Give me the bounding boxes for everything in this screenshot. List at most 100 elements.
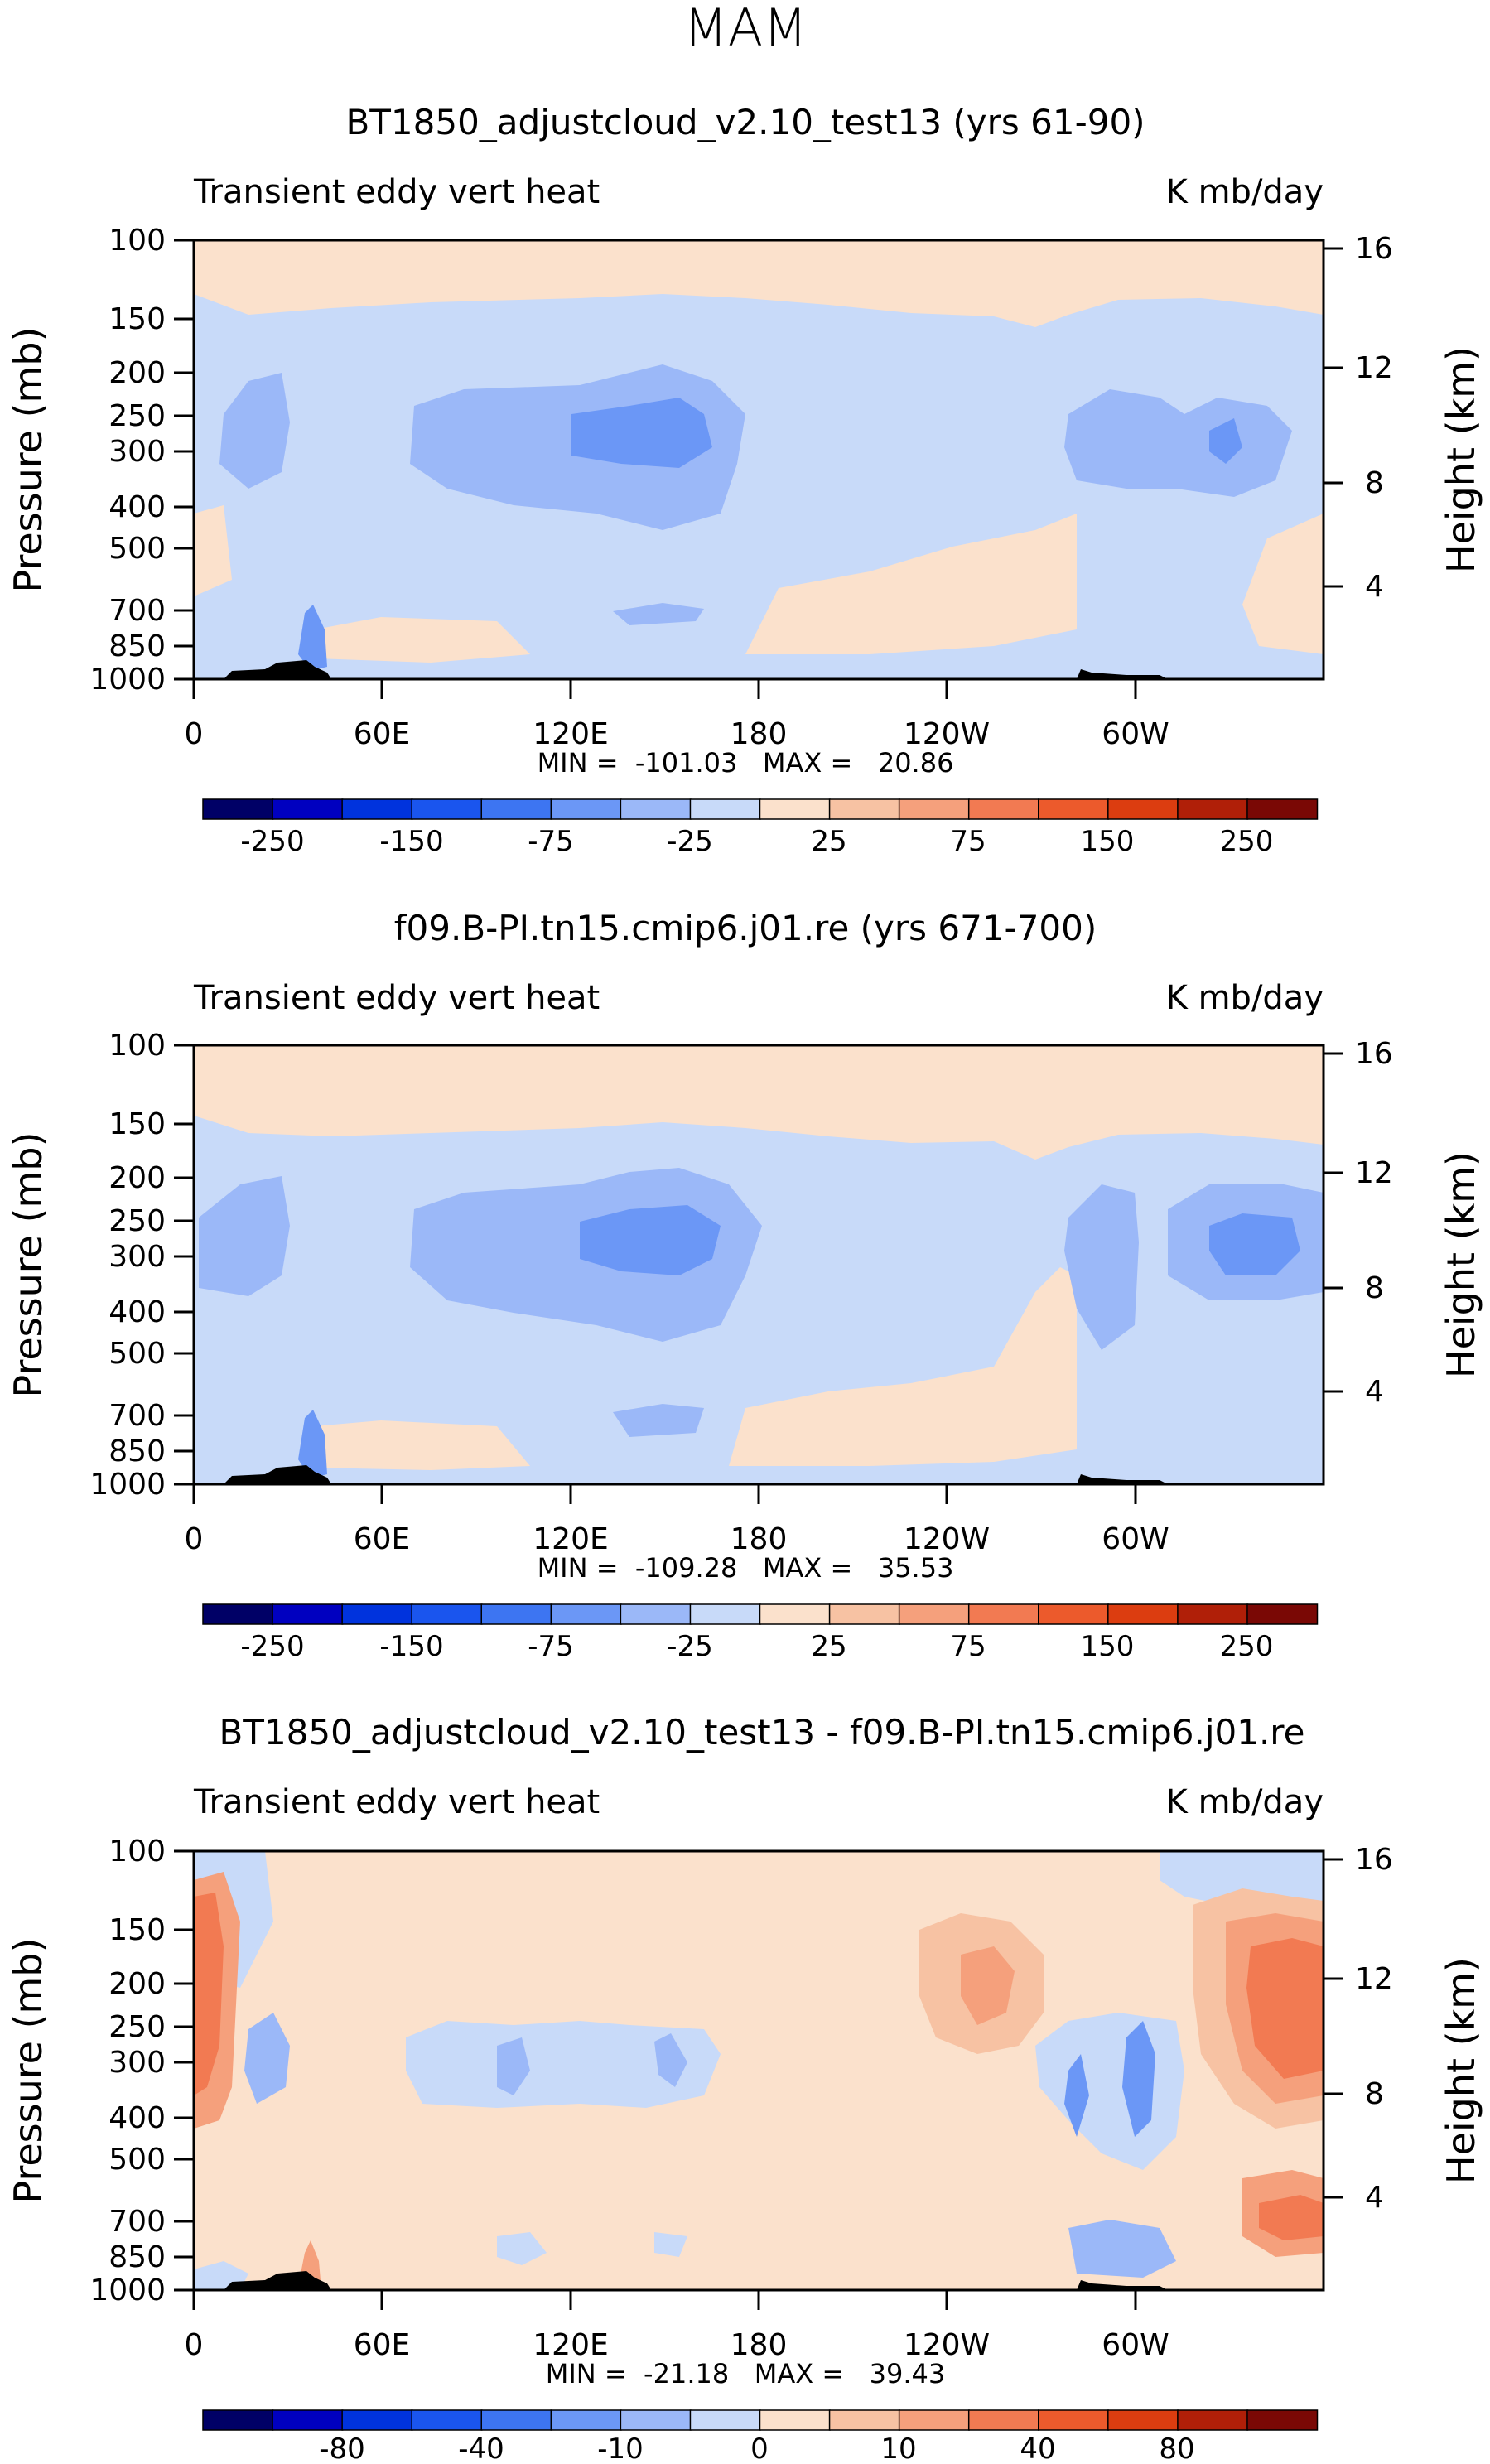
- panel-1-neg-core: [571, 398, 712, 468]
- panel-1-neg-plume: [298, 605, 327, 671]
- panel-1-ytick: 200: [108, 356, 166, 390]
- panel-1-colorbar-swatch: [1177, 798, 1249, 820]
- panel-3-neg-core-120E: [497, 2033, 687, 2095]
- panel-2-neg-plume: [298, 1410, 327, 1478]
- panel-1-colorbar-swatch: [480, 798, 552, 820]
- panel-2-cbar-label: 150: [1081, 1630, 1135, 1663]
- panel-1-height-tick: 4: [1365, 570, 1384, 604]
- panel-1-colorbar-swatch: [341, 798, 413, 820]
- panel-2-neg-60w: [1064, 1184, 1139, 1350]
- panel-1-y-tick-labels: 100 150 200 250 300 400 500 700 850 1000: [89, 224, 166, 697]
- panel-2-colorbar-swatch: [828, 1603, 900, 1625]
- panel-2-near-surface-positive: [315, 1420, 530, 1470]
- panel-2-neg-low: [613, 1404, 704, 1437]
- suptitle: MAM: [683, 0, 807, 58]
- panel-1-ytick: 1000: [89, 663, 166, 697]
- panel-2-colorbar-swatch: [341, 1603, 413, 1625]
- panel-1-ytick: 400: [108, 490, 166, 524]
- panel-2-ytick: 200: [108, 1161, 166, 1195]
- panel-1-colorbar-swatch: [1107, 798, 1179, 820]
- panel-1-ytick: 150: [108, 302, 166, 336]
- panel-1-y-right-tick-labels: 16 12 8 4: [1355, 232, 1393, 604]
- panel-2-xtick: 120W: [904, 1522, 990, 1556]
- panel-2-lower-positive: [729, 1267, 1077, 1466]
- panel-1-stats: MIN = -101.03 MAX = 20.86: [538, 747, 954, 779]
- panel-1-colorbar-swatch: [1038, 798, 1110, 820]
- panel-1-xtick: 60E: [354, 717, 411, 751]
- panel-2-right-label: K mb/day: [1166, 979, 1324, 1017]
- panel-3-ytick: 500: [108, 2143, 166, 2177]
- panel-2-y-right-tick-labels: 16 12 8 4: [1355, 1037, 1393, 1409]
- panel-3-colorbar-swatch: [480, 2409, 552, 2431]
- panel-1-colorbar-swatch: [689, 798, 761, 820]
- panel-1-ytick: 100: [108, 224, 166, 258]
- panel-1-ytick: 300: [108, 435, 166, 469]
- panel-1-colorbar-swatch: [759, 798, 831, 820]
- panel-2-ytick: 400: [108, 1295, 166, 1329]
- panel-2-ytick: 850: [108, 1435, 166, 1468]
- panel-2-height-tick: 16: [1355, 1037, 1393, 1071]
- panel-3-ylabel-right: Height (km): [1439, 1957, 1483, 2184]
- panel-3-xtick: 180: [731, 2328, 788, 2362]
- panel-2-ytick: 1000: [89, 1468, 166, 1502]
- panel-1-left-label: Transient eddy vert heat: [193, 173, 600, 211]
- panel-3-colorbar-labels: -80 -40 -10 0 10 40 80: [319, 2433, 1194, 2464]
- panel-3-xtick: 60E: [354, 2328, 411, 2362]
- panel-1-colorbar-swatch: [272, 798, 344, 820]
- panel-3-title: BT1850_adjustcloud_v2.10_test13 - f09.B-…: [219, 1712, 1304, 1753]
- panel-2-title: f09.B-PI.tn15.cmip6.j01.re (yrs 671-700): [394, 908, 1097, 948]
- panel-2-axes: [174, 1044, 1343, 1504]
- panel-1-axes: [174, 239, 1343, 699]
- panel-2-y-tick-labels: 100 150 200 250 300 400 500 700 850 1000: [89, 1029, 166, 1502]
- panel-2-stats: MIN = -109.28 MAX = 35.53: [538, 1552, 954, 1584]
- panel-2-xtick: 120E: [533, 1522, 608, 1556]
- panel-3-xtick: 120E: [533, 2328, 608, 2362]
- panel-2-upper-band: [194, 1045, 1324, 1116]
- panel-2-ytick: 150: [108, 1107, 166, 1141]
- panel-1-cbar-label: 25: [811, 825, 846, 858]
- panel-3-ytick: 700: [108, 2205, 166, 2239]
- panel-3-colorbar-swatch: [1038, 2409, 1110, 2431]
- panel-3-topography: [224, 2271, 1168, 2290]
- panel-3-height-tick: 8: [1365, 2077, 1384, 2111]
- panel-2-ylabel: Pressure (mb): [6, 1132, 51, 1398]
- panel-2-cbar-label: 250: [1220, 1630, 1274, 1663]
- panel-3-cbar-label: 40: [1020, 2433, 1055, 2464]
- panel-1-ytick: 250: [108, 399, 166, 433]
- panel-3-ytick: 200: [108, 1967, 166, 2001]
- panel-3-height-tick: 12: [1355, 1962, 1393, 1996]
- panel-3-xtick: 120W: [904, 2328, 990, 2362]
- panel-2-colorbar-swatch: [550, 1603, 622, 1625]
- panel-2-colorbar-swatch: [759, 1603, 831, 1625]
- panel-3-pos-east-low-core: [1259, 2195, 1324, 2240]
- panel-1-colorbar-swatch: [967, 798, 1039, 820]
- panel-2-height-tick: 8: [1365, 1271, 1384, 1305]
- panel-1-right-positive: [1242, 514, 1324, 654]
- panel-3-stats: MIN = -21.18 MAX = 39.43: [546, 2358, 946, 2389]
- panel-3-ytick: 1000: [89, 2274, 166, 2307]
- panel-3-colorbar-swatch: [411, 2409, 483, 2431]
- panel-3-plot-area: [192, 1849, 1325, 2292]
- panel-3-pos-150W-core: [961, 1946, 1015, 2025]
- panel-1-height-tick: 8: [1365, 466, 1384, 500]
- panel-2-colorbar-swatch: [480, 1603, 552, 1625]
- panel-1-colorbar-swatch: [550, 798, 622, 820]
- panel-2-colorbar-swatch: [272, 1603, 344, 1625]
- panel-2-ytick: 250: [108, 1204, 166, 1238]
- panel-3-colorbar-swatch: [550, 2409, 622, 2431]
- panel-2: f09.B-PI.tn15.cmip6.j01.re (yrs 671-700)…: [6, 908, 1483, 1663]
- panel-2-xtick: 60E: [354, 1522, 411, 1556]
- panel-3-y-right-tick-labels: 16 12 8 4: [1355, 1843, 1393, 2215]
- panel-1-height-tick: 12: [1355, 351, 1393, 385]
- panel-1-colorbar-swatch: [1246, 798, 1319, 820]
- panel-2-colorbar-swatch: [1038, 1603, 1110, 1625]
- panel-3-colorbar: [202, 2409, 1319, 2431]
- panel-2-colorbar-swatch: [620, 1603, 692, 1625]
- panel-2-xtick: 0: [185, 1522, 204, 1556]
- panel-2-x-tick-labels: 0 60E 120E 180 120W 60W: [185, 1522, 1169, 1556]
- panel-3-neg-west: [244, 2013, 290, 2104]
- panel-2-colorbar-labels: -250 -150 -75 -25 25 75 150 250: [240, 1630, 1273, 1663]
- panel-3-ytick: 300: [108, 2046, 166, 2080]
- panel-3-pos-east-core: [1246, 1938, 1324, 2079]
- panel-1-neg-west: [219, 373, 290, 489]
